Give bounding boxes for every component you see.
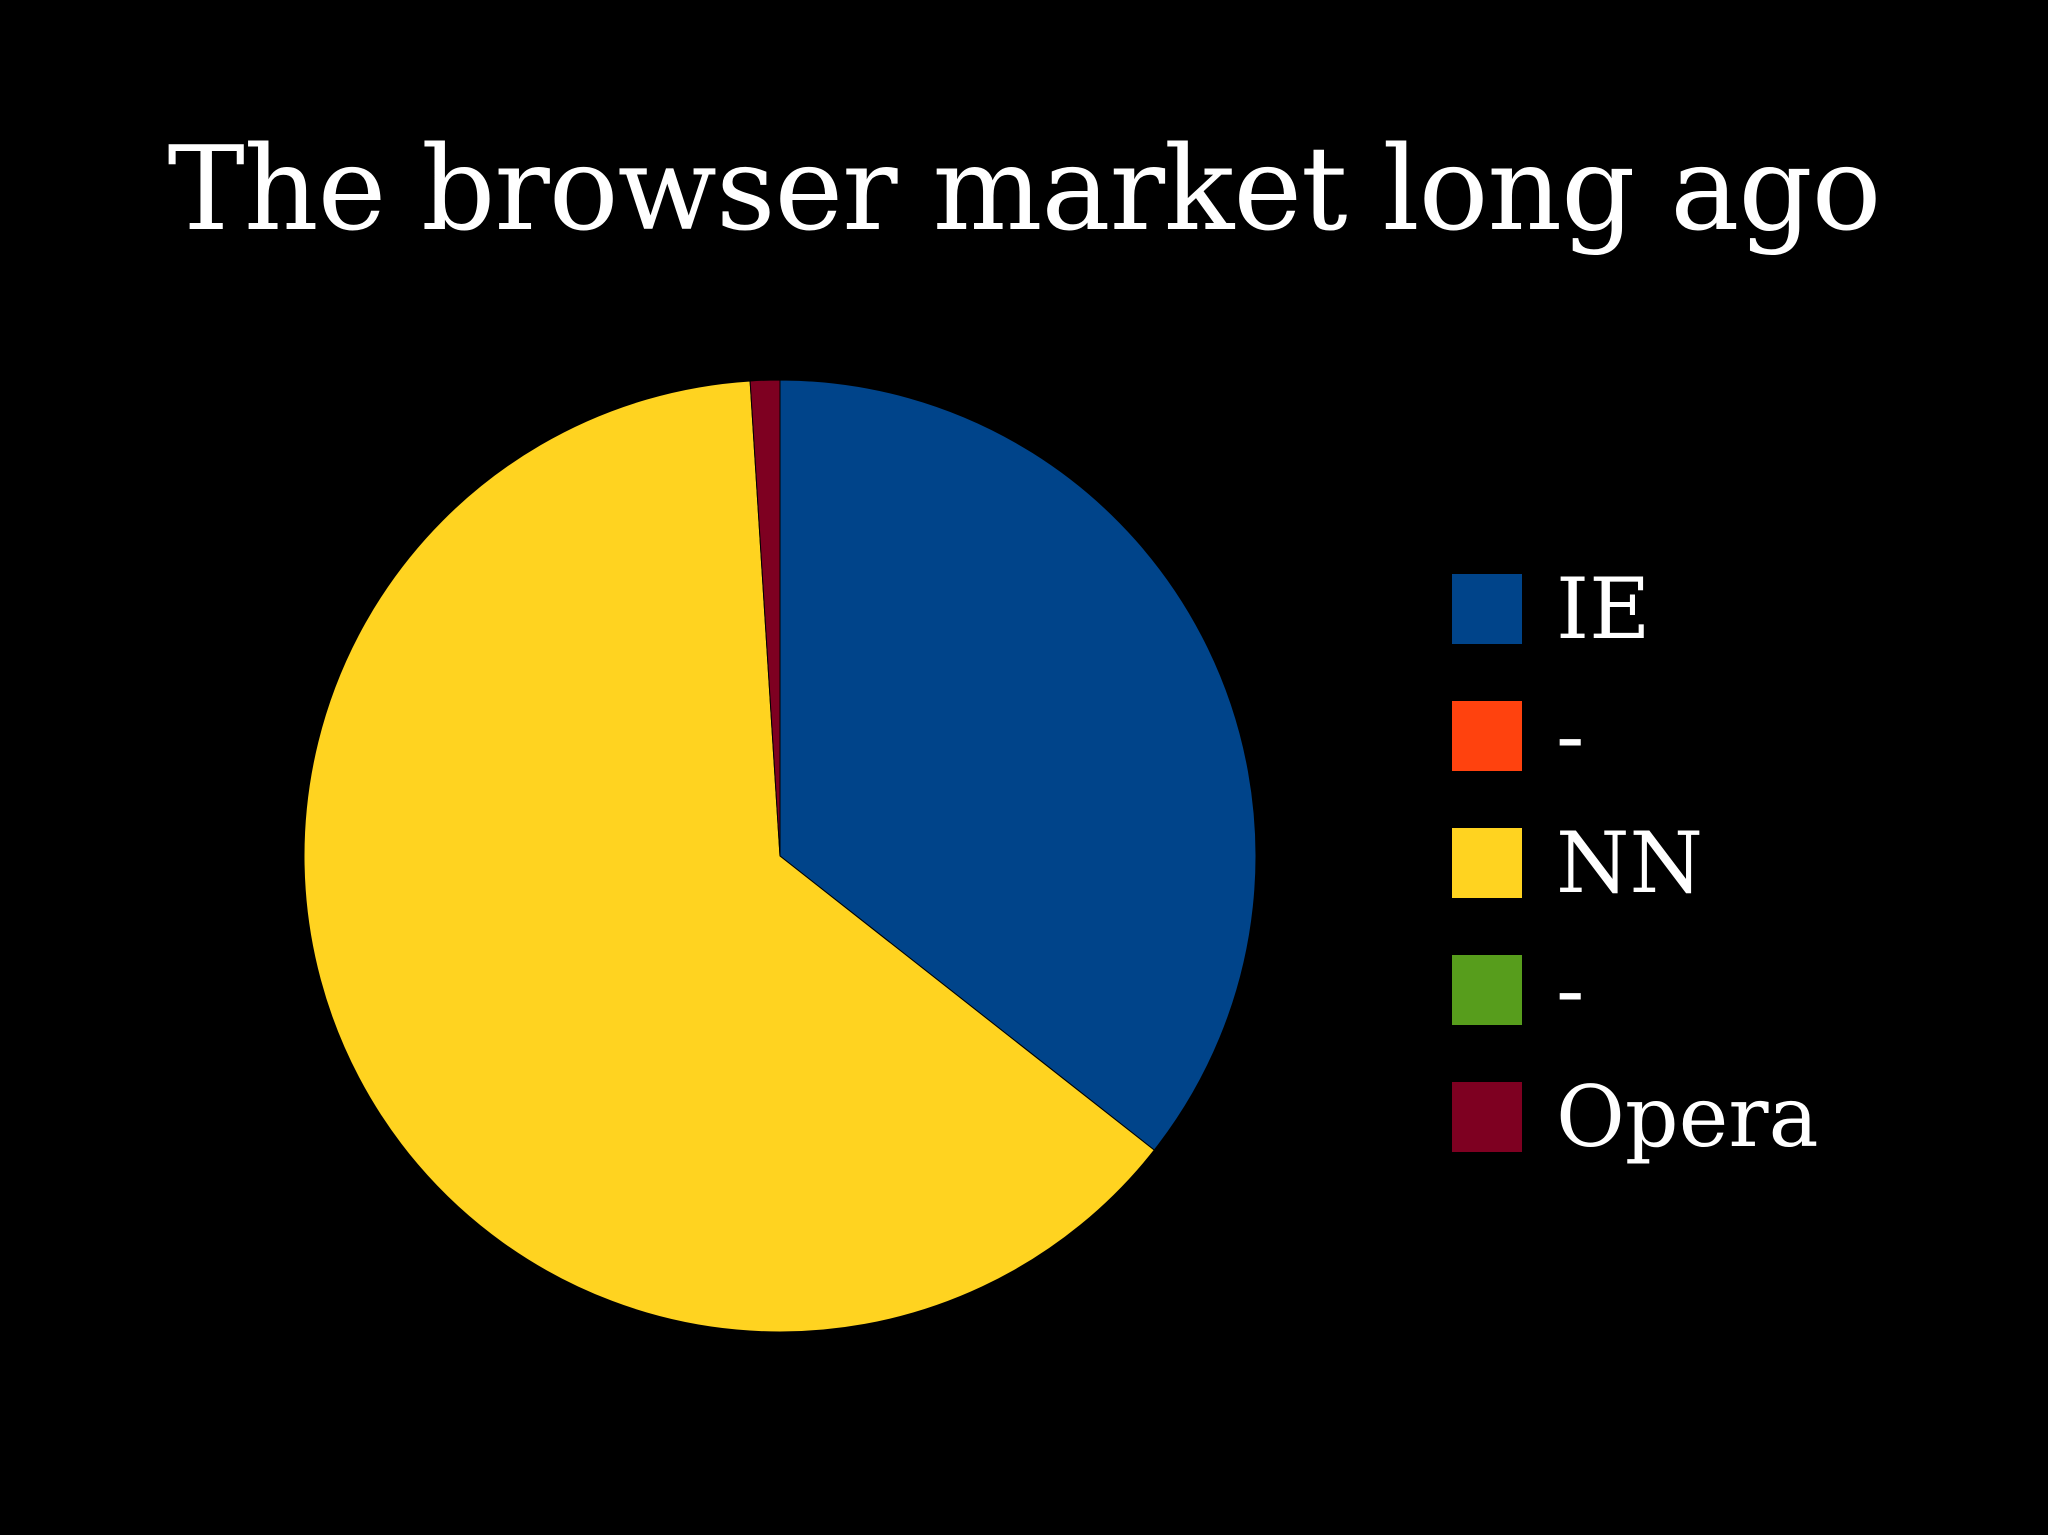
legend-item-series-4: - [1452, 943, 1952, 1037]
legend-label-series-4: - [1556, 941, 1585, 1039]
legend-item-ie: IE [1452, 562, 1952, 656]
legend-label-nn: NN [1556, 814, 1703, 912]
legend-label-opera: Opera [1556, 1068, 1819, 1166]
legend-swatch-ie [1452, 574, 1522, 644]
legend-label-series-2: - [1556, 687, 1585, 785]
legend-item-opera: Opera [1452, 1070, 1952, 1164]
pie-slice-ie [779, 379, 1257, 1151]
legend-swatch-series-2 [1452, 701, 1522, 771]
legend-swatch-nn [1452, 828, 1522, 898]
legend-swatch-series-4 [1452, 955, 1522, 1025]
legend-swatch-opera [1452, 1082, 1522, 1152]
chart-title: The browser market long ago [167, 122, 1882, 257]
pie-slice-opera [749, 379, 781, 857]
legend-item-series-2: - [1452, 689, 1952, 783]
pie-slice-nn [303, 380, 1155, 1333]
legend-label-ie: IE [1556, 560, 1651, 658]
legend-item-nn: NN [1452, 816, 1952, 910]
